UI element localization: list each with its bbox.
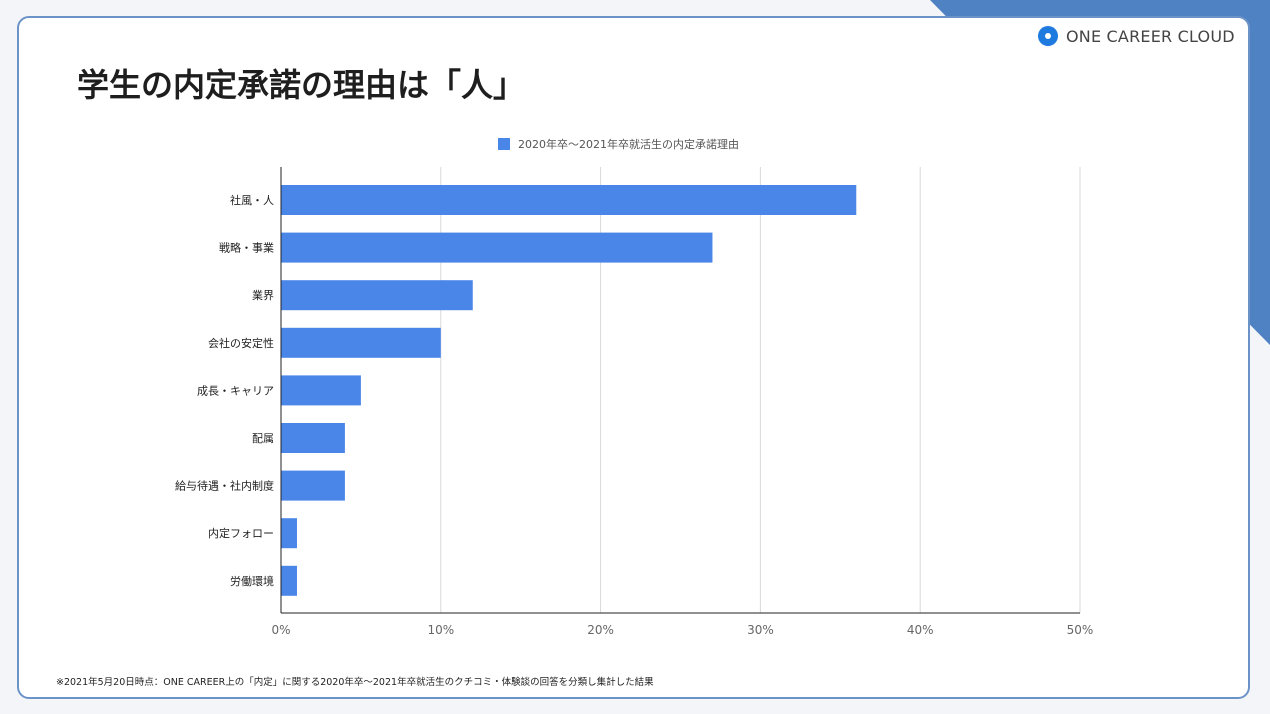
- category-label: 会社の安定性: [208, 336, 274, 350]
- bar: [281, 565, 297, 596]
- category-label: 内定フォロー: [208, 526, 274, 540]
- x-tick-label: 10%: [427, 623, 454, 637]
- bar: [281, 423, 345, 453]
- x-tick-label: 20%: [587, 623, 614, 637]
- x-tick-label: 0%: [271, 623, 290, 637]
- bar: [281, 375, 361, 406]
- category-label: 業界: [252, 289, 274, 302]
- category-label: 配属: [252, 432, 274, 445]
- category-label: 社風・人: [230, 193, 274, 207]
- slide-card: [17, 16, 1250, 699]
- bar: [281, 470, 345, 501]
- one-career-logo-icon: [1038, 26, 1058, 46]
- category-label: 戦略・事業: [219, 241, 274, 255]
- bar: [281, 518, 297, 549]
- bar: [281, 327, 441, 358]
- slide-title: 学生の内定承諾の理由は「人」: [77, 66, 526, 104]
- bar: [281, 185, 857, 215]
- bar: [281, 232, 713, 263]
- bar: [281, 280, 473, 311]
- brand-logo: ONE CAREER CLOUD: [1038, 24, 1235, 48]
- category-label: 給与待遇・社内制度: [175, 479, 274, 493]
- legend-label: 2020年卒～2021年卒就活生の内定承諾理由: [518, 138, 739, 151]
- x-tick-label: 30%: [747, 623, 774, 637]
- x-tick-label: 50%: [1067, 623, 1094, 637]
- chart-legend: 2020年卒～2021年卒就活生の内定承諾理由: [498, 136, 739, 152]
- legend-swatch: [498, 138, 510, 150]
- brand-name: ONE CAREER CLOUD: [1066, 26, 1235, 46]
- category-label: 成長・キャリア: [197, 384, 274, 397]
- x-tick-label: 40%: [907, 623, 934, 637]
- category-label: 労働環境: [230, 574, 274, 588]
- footnote: ※2021年5月20日時点：ONE CAREER上の「内定」に関する2020年卒…: [56, 677, 654, 688]
